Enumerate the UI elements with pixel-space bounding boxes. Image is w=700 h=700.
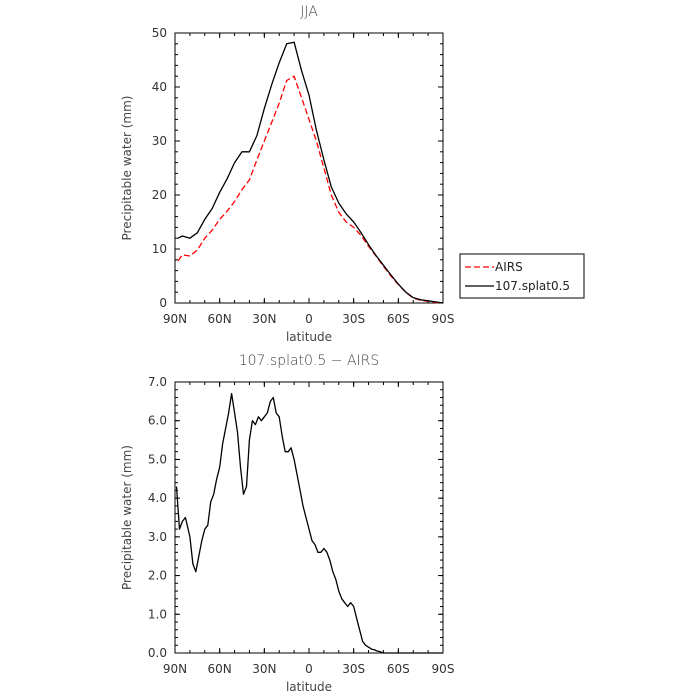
y-tick-label: 0 bbox=[159, 296, 167, 310]
x-axis-label: latitude bbox=[286, 330, 332, 344]
bottom-chart: 107.splat0.5 − AIRS 90N 60N 30N 0 30S 60S 90S 0.… bbox=[120, 353, 454, 694]
top-chart: JJA 90N 60N 30N 0 30S 60S 90S 0 10 20 30 40 50 latitud… bbox=[120, 4, 585, 344]
x-tick-label: 30N bbox=[252, 312, 276, 326]
legend-label: 107.splat0.5 bbox=[495, 279, 570, 293]
y-tick-label: 0.0 bbox=[148, 646, 167, 660]
x-tick-label: 30N bbox=[252, 662, 276, 676]
x-tick-label: 90S bbox=[432, 662, 455, 676]
y-tick-label: 3.0 bbox=[148, 530, 167, 544]
y-tick-label: 2.0 bbox=[148, 569, 167, 583]
x-tick-label: 30S bbox=[342, 312, 365, 326]
x-tick-label: 60N bbox=[208, 662, 232, 676]
plot-frame bbox=[174, 32, 444, 304]
y-tick-label: 20 bbox=[152, 188, 167, 202]
x-tick-label: 30S bbox=[342, 662, 365, 676]
x-tick-label: 90N bbox=[163, 312, 187, 326]
y-tick-label: 5.0 bbox=[148, 452, 167, 466]
legend: AIRS 107.splat0.5 bbox=[459, 253, 585, 299]
x-tick-label: 60S bbox=[387, 312, 410, 326]
y-tick-label: 10 bbox=[152, 242, 167, 256]
legend-box bbox=[459, 253, 585, 299]
x-tick-label: 0 bbox=[305, 312, 313, 326]
legend-label: AIRS bbox=[495, 260, 523, 274]
x-tick-label: 0 bbox=[305, 662, 313, 676]
y-tick-label: 40 bbox=[152, 80, 167, 94]
y-tick-label: 7.0 bbox=[148, 375, 167, 389]
plot-frame bbox=[174, 381, 444, 654]
y-axis-label: Precipitable water (mm) bbox=[120, 445, 134, 590]
x-tick-label: 90S bbox=[432, 312, 455, 326]
x-tick-label: 60S bbox=[387, 662, 410, 676]
x-axis-label: latitude bbox=[286, 680, 332, 694]
chart-title: JJA bbox=[300, 4, 318, 20]
series-line-107-splat0-5 bbox=[177, 41, 444, 304]
series-line-difference bbox=[175, 392, 443, 654]
y-tick-label: 1.0 bbox=[148, 607, 167, 621]
x-tick-label: 60N bbox=[208, 312, 232, 326]
chart-title: 107.splat0.5 − AIRS bbox=[239, 353, 380, 369]
x-tick-label: 90N bbox=[163, 662, 187, 676]
y-tick-label: 4.0 bbox=[148, 491, 167, 505]
series-line-airs bbox=[177, 75, 444, 304]
y-tick-label: 30 bbox=[152, 134, 167, 148]
y-axis-label: Precipitable water (mm) bbox=[120, 96, 134, 241]
y-tick-label: 50 bbox=[152, 26, 167, 40]
y-tick-label: 6.0 bbox=[148, 414, 167, 428]
